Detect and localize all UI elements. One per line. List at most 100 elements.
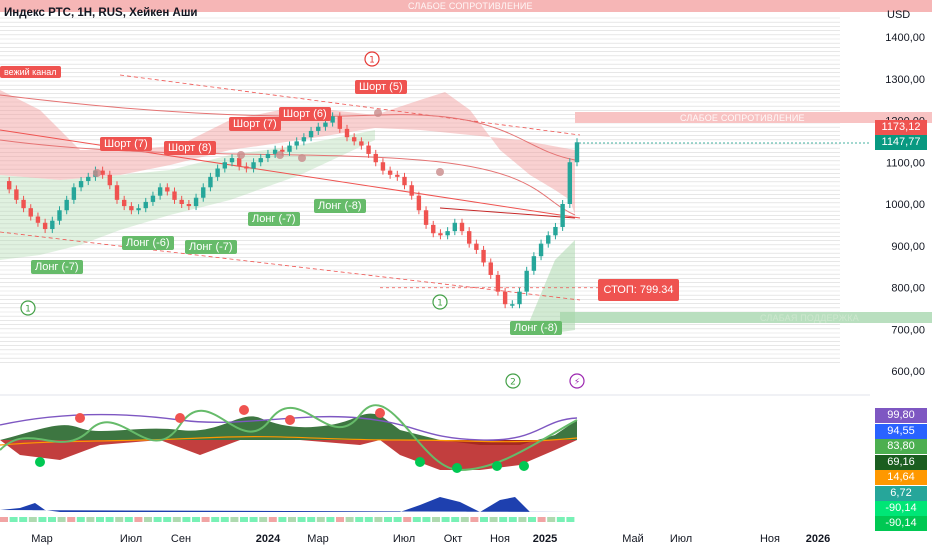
x-axis: Мар Июл Сен 2024 Мар Июл Окт Ноя 2025 Май Июл Ноя 20… <box>31 533 830 545</box>
candle-body <box>287 145 292 152</box>
stoch-cell <box>192 517 200 522</box>
stoch-cell <box>0 517 8 522</box>
weak-resistance-top-zone <box>0 0 932 12</box>
candle-body <box>258 158 263 163</box>
candle-body <box>50 220 55 230</box>
stoch-cell <box>153 517 162 522</box>
stoch-cell <box>28 517 37 522</box>
wave-2-marker-ring <box>505 373 521 389</box>
candle-body <box>265 153 271 159</box>
dots: 1 1 1 2 ⚡ <box>20 51 585 389</box>
candle-body <box>481 249 486 263</box>
candle-body <box>14 189 19 200</box>
y-tick-label: 900,00 <box>891 241 925 253</box>
indicator-badge: 99,80 <box>875 408 927 423</box>
currency-label: USD <box>887 9 911 21</box>
stoch-cell <box>307 517 316 522</box>
candle-body <box>71 187 77 200</box>
candle-body <box>6 181 12 190</box>
candle-body <box>510 304 515 306</box>
stoch-cell <box>268 517 277 522</box>
wave-1-mid-marker: 1 <box>437 299 443 309</box>
candle-body <box>524 270 529 292</box>
stoch-cell <box>76 517 85 522</box>
stoch-cell <box>345 517 354 522</box>
stoch-cell <box>499 517 508 522</box>
x-tick-label: 2024 <box>256 533 281 545</box>
stoch-cell <box>460 517 469 522</box>
stoch-cell <box>57 517 66 522</box>
candle-body <box>244 166 249 169</box>
weak-support-zone <box>560 312 932 323</box>
candle-body <box>301 137 307 142</box>
candle-body <box>438 233 443 236</box>
signal-dot <box>298 154 306 162</box>
stoch-cell <box>470 517 479 522</box>
red-cloud <box>0 90 575 215</box>
stoch-cell <box>566 517 575 522</box>
stoch-cell <box>480 517 488 522</box>
candle-body <box>251 162 256 169</box>
stoch-cell <box>355 517 364 522</box>
stoch-cell <box>393 517 402 522</box>
wave-1-mid-marker-ring <box>432 294 448 310</box>
stoch-cell <box>211 517 220 522</box>
osc-dot <box>285 415 295 425</box>
stoch-cell <box>316 517 325 522</box>
stoch-cell <box>134 517 143 522</box>
long-signal-label: Лонг (-7) <box>185 240 237 254</box>
stoch-cell <box>86 517 95 522</box>
x-tick-label: Мар <box>31 533 53 545</box>
indicator-badge: -90,14 <box>875 516 927 531</box>
stoch-cell <box>105 517 114 522</box>
x-tick-label: Июл <box>393 533 415 545</box>
stoch-cell <box>432 517 440 522</box>
long-signal-label: Лонг (-6) <box>122 236 174 250</box>
osc-dot <box>519 461 529 471</box>
oscillator-panel <box>0 394 870 522</box>
candle-body <box>387 170 393 175</box>
indicator-badge: 69,16 <box>875 455 927 470</box>
candle-body <box>373 153 378 163</box>
stoch-cell <box>364 517 373 522</box>
y-tick-label: 700,00 <box>891 324 925 336</box>
osc-dot <box>452 463 462 473</box>
candle-body <box>294 141 299 146</box>
candle-body <box>215 168 220 177</box>
weak-resistance-mid-label: СЛАБОЕ СОПРОТИВЛЕНИЕ <box>680 113 805 123</box>
osc-dot <box>415 457 425 467</box>
indicator-badge: 6,72 <box>875 486 927 501</box>
x-tick-label: Окт <box>444 533 463 545</box>
stoch-cell <box>528 517 536 522</box>
candle-body <box>28 208 33 217</box>
candle-body <box>165 187 170 192</box>
candle-body <box>64 199 69 211</box>
background-lines <box>0 17 840 363</box>
indicator-badge: 83,80 <box>875 439 927 454</box>
stoch-cell <box>124 517 133 522</box>
stoch-cell <box>384 517 392 522</box>
stoch-cell <box>297 517 306 522</box>
signal-dot <box>237 151 245 159</box>
candle-body <box>316 126 321 131</box>
short-signal-label: Шорт (7) <box>100 137 152 151</box>
candle-body <box>193 197 199 207</box>
candle-body <box>452 222 458 232</box>
candle-body <box>574 142 580 163</box>
candle-body <box>222 162 228 169</box>
zones <box>0 0 932 323</box>
wave-1-left-marker: 1 <box>25 305 31 315</box>
bands <box>0 90 575 335</box>
candle-body <box>121 199 127 207</box>
stoch-cell <box>547 517 556 522</box>
short-signal-label: Шорт (6) <box>279 107 331 121</box>
stoch-cell <box>201 517 210 522</box>
y-tick-label: 1000,00 <box>885 199 925 211</box>
candle-body <box>229 158 235 163</box>
candle-body <box>57 210 62 221</box>
candle-body <box>474 243 479 250</box>
stop-tag: СТОП: 799.34 <box>598 279 679 301</box>
candle-body <box>495 274 501 292</box>
